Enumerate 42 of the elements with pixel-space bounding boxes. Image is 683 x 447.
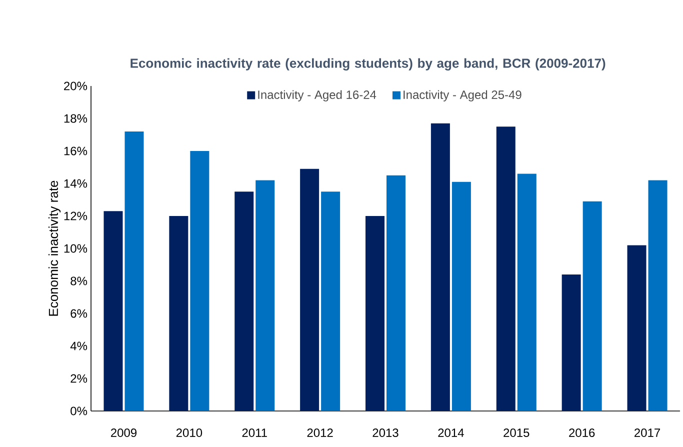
bar <box>648 180 668 411</box>
y-tick-label: 18% <box>64 114 88 123</box>
y-tick-label: 6% <box>70 309 88 318</box>
bar <box>496 126 516 411</box>
y-tick-label: 20% <box>64 82 88 90</box>
x-tick-label: 2017 <box>634 428 660 438</box>
x-tick-label: 2014 <box>438 428 464 438</box>
bar <box>517 174 536 411</box>
y-tick-label: 10% <box>64 244 88 253</box>
bar <box>169 216 188 411</box>
x-tick-label: 2015 <box>504 428 530 438</box>
bar <box>430 123 450 411</box>
y-tick-label: 12% <box>64 212 88 220</box>
legend-label: Inactivity - Aged 25-49 <box>404 90 522 102</box>
x-tick-label: 2013 <box>372 428 398 438</box>
bar <box>452 182 471 411</box>
bar <box>582 201 602 411</box>
chart-title: Economic inactivity rate (excluding students) by age band, BCR (2009-2017) <box>130 58 606 70</box>
bar <box>627 245 646 411</box>
x-tick-label: 2012 <box>307 428 333 438</box>
x-tick-label: 2009 <box>110 428 136 438</box>
bar <box>300 168 320 411</box>
bar <box>562 274 581 411</box>
x-tick-label: 2010 <box>176 428 202 438</box>
y-axis-title: Economic inactivity rate <box>48 180 61 316</box>
bar <box>365 216 384 411</box>
y-tick-label: 14% <box>64 179 88 188</box>
x-tick-label: 2011 <box>242 428 267 438</box>
bar <box>124 131 144 411</box>
y-tick-label: 0% <box>70 406 88 416</box>
y-tick-label: 8% <box>70 276 88 286</box>
legend-label: Inactivity - Aged 16-24 <box>258 90 376 102</box>
bar <box>104 211 123 411</box>
y-tick-label: 4% <box>70 342 88 350</box>
bar <box>234 192 254 411</box>
x-tick-label: 2016 <box>569 428 595 438</box>
bar <box>386 175 406 411</box>
bar <box>256 180 275 411</box>
y-tick-label: 2% <box>70 374 88 383</box>
y-tick-label: 16% <box>64 146 88 156</box>
bar <box>321 192 340 411</box>
bar <box>190 150 210 411</box>
